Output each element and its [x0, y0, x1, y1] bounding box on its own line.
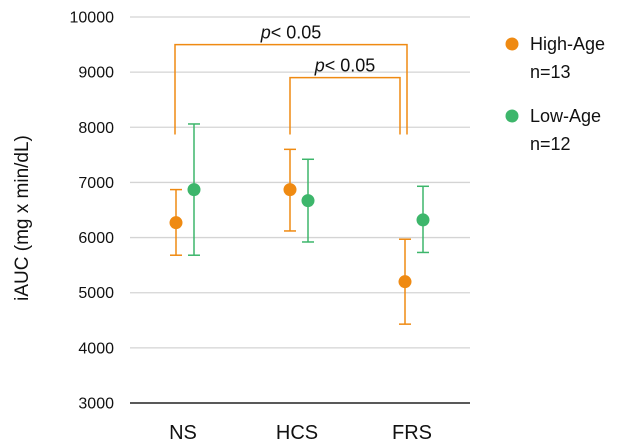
legend-count: n=12: [530, 134, 571, 154]
y-axis-ticks: 3000 4000 5000 6000 7000 8000 9000 10000: [70, 10, 115, 413]
x-tick-label: HCS: [276, 422, 318, 441]
legend-marker: [505, 37, 519, 51]
x-axis-categories: NS HCS FRS: [169, 422, 432, 441]
marker: [283, 183, 297, 197]
y-tick-label: 9000: [78, 65, 114, 82]
legend-label: High-Age: [530, 34, 605, 54]
legend-entry: High-Age n=13: [505, 34, 605, 82]
data-point: [398, 238, 412, 325]
y-tick-label: 8000: [78, 120, 114, 137]
marker: [187, 183, 201, 197]
significance-label: p< 0.05: [314, 56, 376, 76]
marker: [416, 213, 430, 227]
y-tick-label: 6000: [78, 230, 114, 247]
significance-bracket: [174, 43, 408, 135]
grid-lines: [130, 16, 470, 349]
data-point: [169, 188, 183, 256]
data-point: [416, 185, 430, 254]
data-point: [187, 123, 201, 256]
significance-annotations: p< 0.05 p< 0.05: [174, 23, 408, 135]
marker: [398, 275, 412, 289]
data-point: [301, 158, 315, 243]
marker: [301, 194, 315, 208]
significance-bracket: [289, 76, 401, 135]
data-point: [283, 148, 297, 232]
significance-label: p< 0.05: [260, 23, 322, 43]
legend: High-Age n=13 Low-Age n=12: [505, 34, 605, 154]
x-tick-label: FRS: [392, 422, 432, 441]
legend-count: n=13: [530, 62, 571, 82]
marker: [169, 216, 183, 230]
y-tick-label: 4000: [78, 340, 114, 357]
y-axis-label: iAUC (mg x min/dL): [12, 135, 33, 301]
y-tick-label: 10000: [70, 10, 115, 27]
y-tick-label: 7000: [78, 175, 114, 192]
legend-marker: [505, 109, 519, 123]
y-tick-label: 5000: [78, 285, 114, 302]
x-tick-label: NS: [169, 422, 197, 441]
y-tick-label: 3000: [78, 396, 114, 413]
legend-label: Low-Age: [530, 106, 601, 126]
legend-entry: Low-Age n=12: [505, 106, 601, 154]
data-points: [169, 123, 430, 325]
